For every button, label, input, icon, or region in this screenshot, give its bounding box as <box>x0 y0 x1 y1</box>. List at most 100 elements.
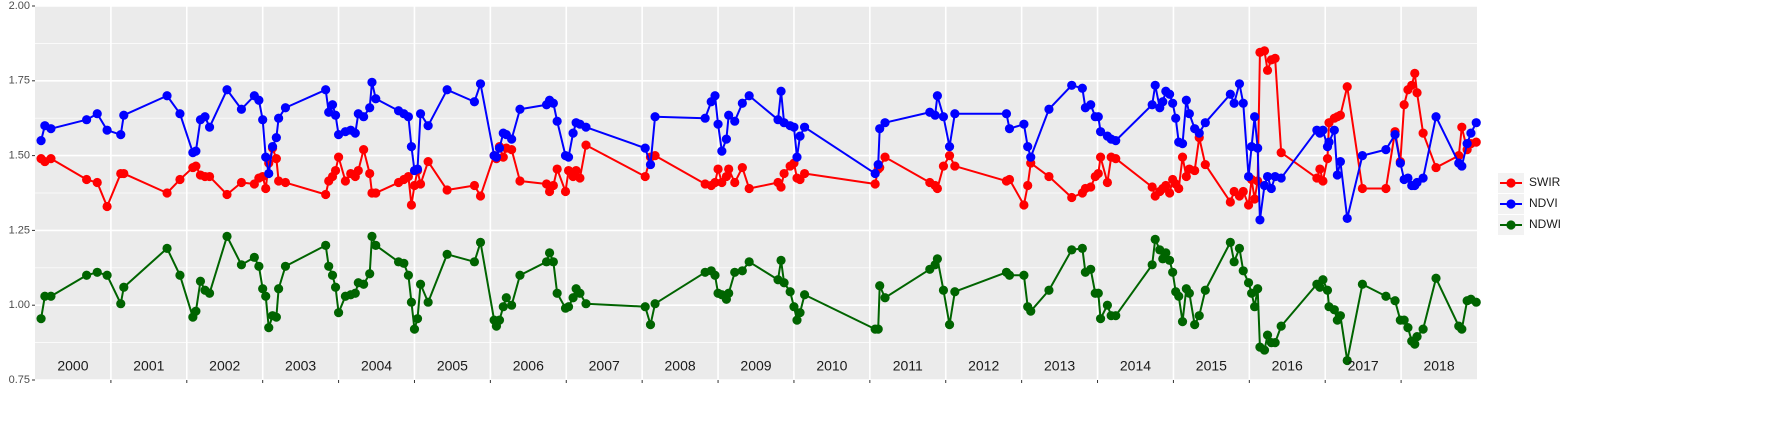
data-point <box>1147 260 1157 270</box>
data-point <box>799 290 810 300</box>
data-point <box>333 308 344 318</box>
data-point <box>1403 173 1413 183</box>
data-point <box>359 279 369 289</box>
data-point <box>1399 100 1409 110</box>
data-point <box>944 142 955 152</box>
data-point <box>258 284 268 294</box>
data-point <box>340 176 351 186</box>
data-point <box>367 77 377 87</box>
data-point <box>1044 285 1054 295</box>
data-point <box>544 248 555 258</box>
data-point <box>1270 53 1280 63</box>
data-point <box>737 98 747 108</box>
data-point <box>1001 109 1012 119</box>
data-point <box>1332 170 1342 180</box>
data-point <box>116 130 126 140</box>
data-point <box>330 165 341 176</box>
data-point <box>950 109 960 119</box>
data-point <box>415 279 426 289</box>
data-point <box>645 159 656 170</box>
legend: SWIR NDVI NDWI <box>1498 173 1561 235</box>
data-point <box>650 151 660 161</box>
data-point <box>222 231 232 241</box>
data-point <box>1335 110 1345 120</box>
data-point <box>353 165 363 176</box>
data-point <box>406 200 417 210</box>
data-point <box>102 270 112 280</box>
year-label: 2017 <box>1348 358 1379 374</box>
data-point <box>1250 194 1260 204</box>
data-point <box>710 177 720 188</box>
data-point <box>36 136 46 146</box>
data-point <box>1067 245 1077 255</box>
data-point <box>92 177 102 188</box>
data-point <box>875 124 885 134</box>
data-point <box>575 173 585 183</box>
data-point <box>119 282 129 292</box>
data-point <box>710 270 720 280</box>
data-point <box>776 255 786 265</box>
data-point <box>321 189 331 200</box>
data-point <box>1412 332 1422 342</box>
data-point <box>1194 128 1204 138</box>
data-point <box>1234 79 1245 89</box>
data-point <box>541 179 552 189</box>
data-point <box>1026 306 1036 316</box>
data-point <box>552 116 562 126</box>
data-point <box>204 288 215 298</box>
data-point <box>645 320 656 330</box>
year-label: 2016 <box>1272 358 1303 374</box>
data-point <box>222 85 232 95</box>
data-point <box>264 168 274 179</box>
data-point <box>724 164 734 174</box>
data-point <box>779 168 789 179</box>
data-point <box>442 185 452 195</box>
data-point <box>191 306 201 316</box>
data-point <box>175 174 185 185</box>
data-point <box>371 240 381 250</box>
data-point <box>1184 109 1194 119</box>
data-point <box>1466 128 1476 138</box>
data-point <box>494 143 505 153</box>
data-point <box>1410 68 1420 78</box>
data-point <box>932 91 942 101</box>
data-point <box>744 91 754 101</box>
data-point <box>730 267 740 277</box>
data-point <box>799 168 810 179</box>
data-point <box>264 323 274 333</box>
data-point <box>640 302 650 312</box>
data-point <box>1412 88 1422 98</box>
data-point <box>1276 148 1286 158</box>
data-point <box>1276 321 1286 331</box>
data-point <box>944 320 955 330</box>
data-point <box>792 152 802 162</box>
data-point <box>1190 165 1200 176</box>
data-point <box>1329 125 1339 135</box>
year-label: 2006 <box>513 358 544 374</box>
data-point <box>271 153 281 164</box>
data-point <box>1019 119 1029 129</box>
data-point <box>162 91 172 101</box>
data-point <box>1390 296 1400 306</box>
data-point <box>82 174 92 185</box>
data-point <box>650 112 660 122</box>
data-point <box>548 98 558 108</box>
y-tick-label: 1.00 <box>9 299 30 311</box>
legend-key-point <box>1506 178 1516 188</box>
data-point <box>1023 180 1033 191</box>
data-point <box>1234 243 1245 253</box>
data-point <box>1395 158 1405 168</box>
data-point <box>1165 89 1175 99</box>
data-point <box>1229 98 1239 108</box>
data-point <box>1238 98 1248 108</box>
data-point <box>1403 323 1413 333</box>
data-point <box>938 112 949 122</box>
data-point <box>1004 124 1015 134</box>
data-point <box>365 103 375 113</box>
data-point <box>274 113 284 123</box>
data-point <box>1262 330 1273 340</box>
data-point <box>1111 136 1121 146</box>
data-point <box>1253 284 1263 294</box>
data-point <box>1431 112 1441 122</box>
data-point <box>333 152 344 162</box>
